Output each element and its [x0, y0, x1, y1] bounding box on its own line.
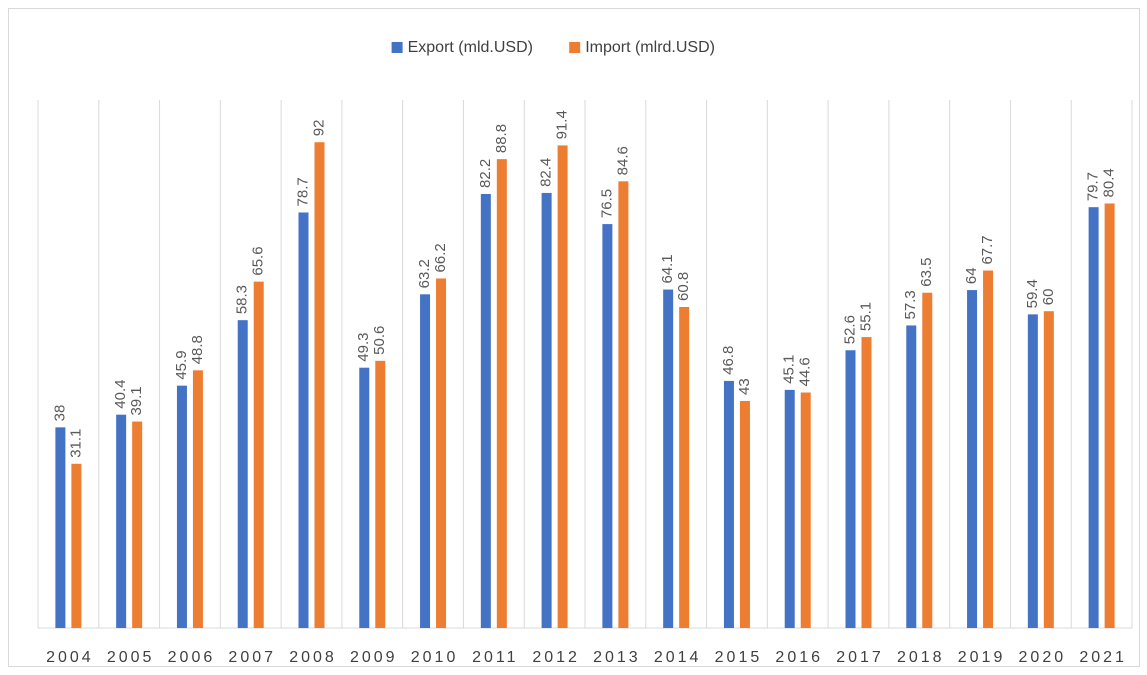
bar [132, 421, 143, 628]
bar [861, 337, 872, 628]
data-label: 84.6 [614, 146, 631, 175]
data-label: 49.3 [355, 332, 372, 361]
data-label: 63.5 [918, 258, 935, 287]
x-tick-label: 2012 [532, 649, 580, 666]
bar [480, 193, 491, 628]
bar [55, 427, 66, 628]
bar [906, 325, 917, 628]
data-label: 80.4 [1101, 168, 1118, 197]
bar [723, 380, 734, 628]
x-tick-label: 2009 [350, 649, 398, 666]
bar [983, 270, 994, 628]
x-tick-label: 2015 [715, 649, 763, 666]
data-label: 64 [963, 267, 980, 284]
x-tick-label: 2004 [46, 649, 94, 666]
data-label: 50.6 [371, 326, 388, 355]
bar [800, 392, 811, 628]
data-label: 45.9 [173, 350, 190, 379]
data-label: 45.1 [781, 355, 798, 384]
bar [253, 281, 264, 628]
bar [496, 159, 507, 629]
bar [1104, 203, 1115, 628]
x-tick-label: 2007 [228, 649, 276, 666]
data-label: 43 [736, 378, 753, 395]
bar [1088, 207, 1099, 628]
bar [541, 192, 552, 629]
data-label: 76.5 [598, 189, 615, 218]
bar [663, 289, 674, 628]
x-tick-label: 2005 [107, 649, 155, 666]
data-label: 91.4 [554, 110, 571, 139]
x-tick-label: 2010 [411, 649, 459, 666]
bar [557, 145, 568, 628]
x-tick-label: 2014 [654, 649, 702, 666]
data-label: 57.3 [902, 290, 919, 319]
bar [1043, 311, 1054, 628]
data-label: 82.4 [538, 158, 555, 187]
data-label: 67.7 [979, 235, 996, 264]
x-tick-label: 2018 [897, 649, 945, 666]
bar [618, 181, 629, 628]
data-label: 44.6 [797, 357, 814, 386]
x-tick-label: 2017 [836, 649, 884, 666]
data-label: 39.1 [128, 386, 145, 415]
bar [176, 385, 187, 628]
data-label: 65.6 [250, 246, 267, 275]
x-tick-label: 2011 [472, 649, 518, 666]
x-tick-label: 2008 [289, 649, 337, 666]
bar [420, 294, 431, 628]
bar [375, 360, 386, 628]
x-tick-label: 2019 [958, 649, 1006, 666]
data-label: 59.4 [1024, 279, 1041, 308]
data-label: 55.1 [857, 302, 874, 331]
legend-swatch [569, 42, 581, 53]
bar [436, 278, 447, 628]
bar [359, 367, 370, 628]
data-label: 63.2 [416, 259, 433, 288]
x-tick-label: 2013 [593, 649, 641, 666]
data-label: 88.8 [493, 124, 510, 153]
data-label: 48.8 [189, 335, 206, 364]
legend-label: Export (mld.USD) [408, 39, 533, 56]
x-tick-label: 2016 [775, 649, 823, 666]
data-label: 64.1 [659, 254, 676, 283]
data-label: 82.2 [477, 159, 494, 188]
bar [237, 320, 248, 628]
bar [739, 400, 750, 628]
bar [967, 290, 978, 628]
bar [845, 350, 856, 628]
bar [602, 224, 613, 628]
bar [679, 306, 690, 628]
x-tick-label: 2020 [1019, 649, 1067, 666]
bar [71, 463, 82, 628]
x-tick-label: 2006 [168, 649, 216, 666]
data-label: 79.7 [1085, 172, 1102, 201]
bar [298, 212, 309, 629]
data-label: 60.8 [675, 272, 692, 301]
bar [116, 414, 127, 628]
bar [922, 292, 933, 628]
bar [784, 389, 795, 628]
data-label: 38 [51, 405, 68, 422]
data-label: 58.3 [234, 285, 251, 314]
data-label: 78.7 [294, 177, 311, 206]
legend-label: Import (mlrd.USD) [585, 39, 715, 56]
data-label: 66.2 [432, 243, 449, 272]
bar [192, 370, 203, 628]
data-label: 31.1 [67, 429, 84, 458]
x-tick-label: 2021 [1079, 649, 1127, 666]
bar [314, 142, 325, 629]
data-label: 46.8 [720, 346, 737, 375]
legend-swatch [391, 42, 403, 53]
data-label: 60 [1040, 289, 1057, 306]
data-label: 40.4 [112, 379, 129, 408]
bar [1027, 314, 1038, 628]
data-label: 52.6 [841, 315, 858, 344]
data-label: 92 [310, 120, 327, 137]
